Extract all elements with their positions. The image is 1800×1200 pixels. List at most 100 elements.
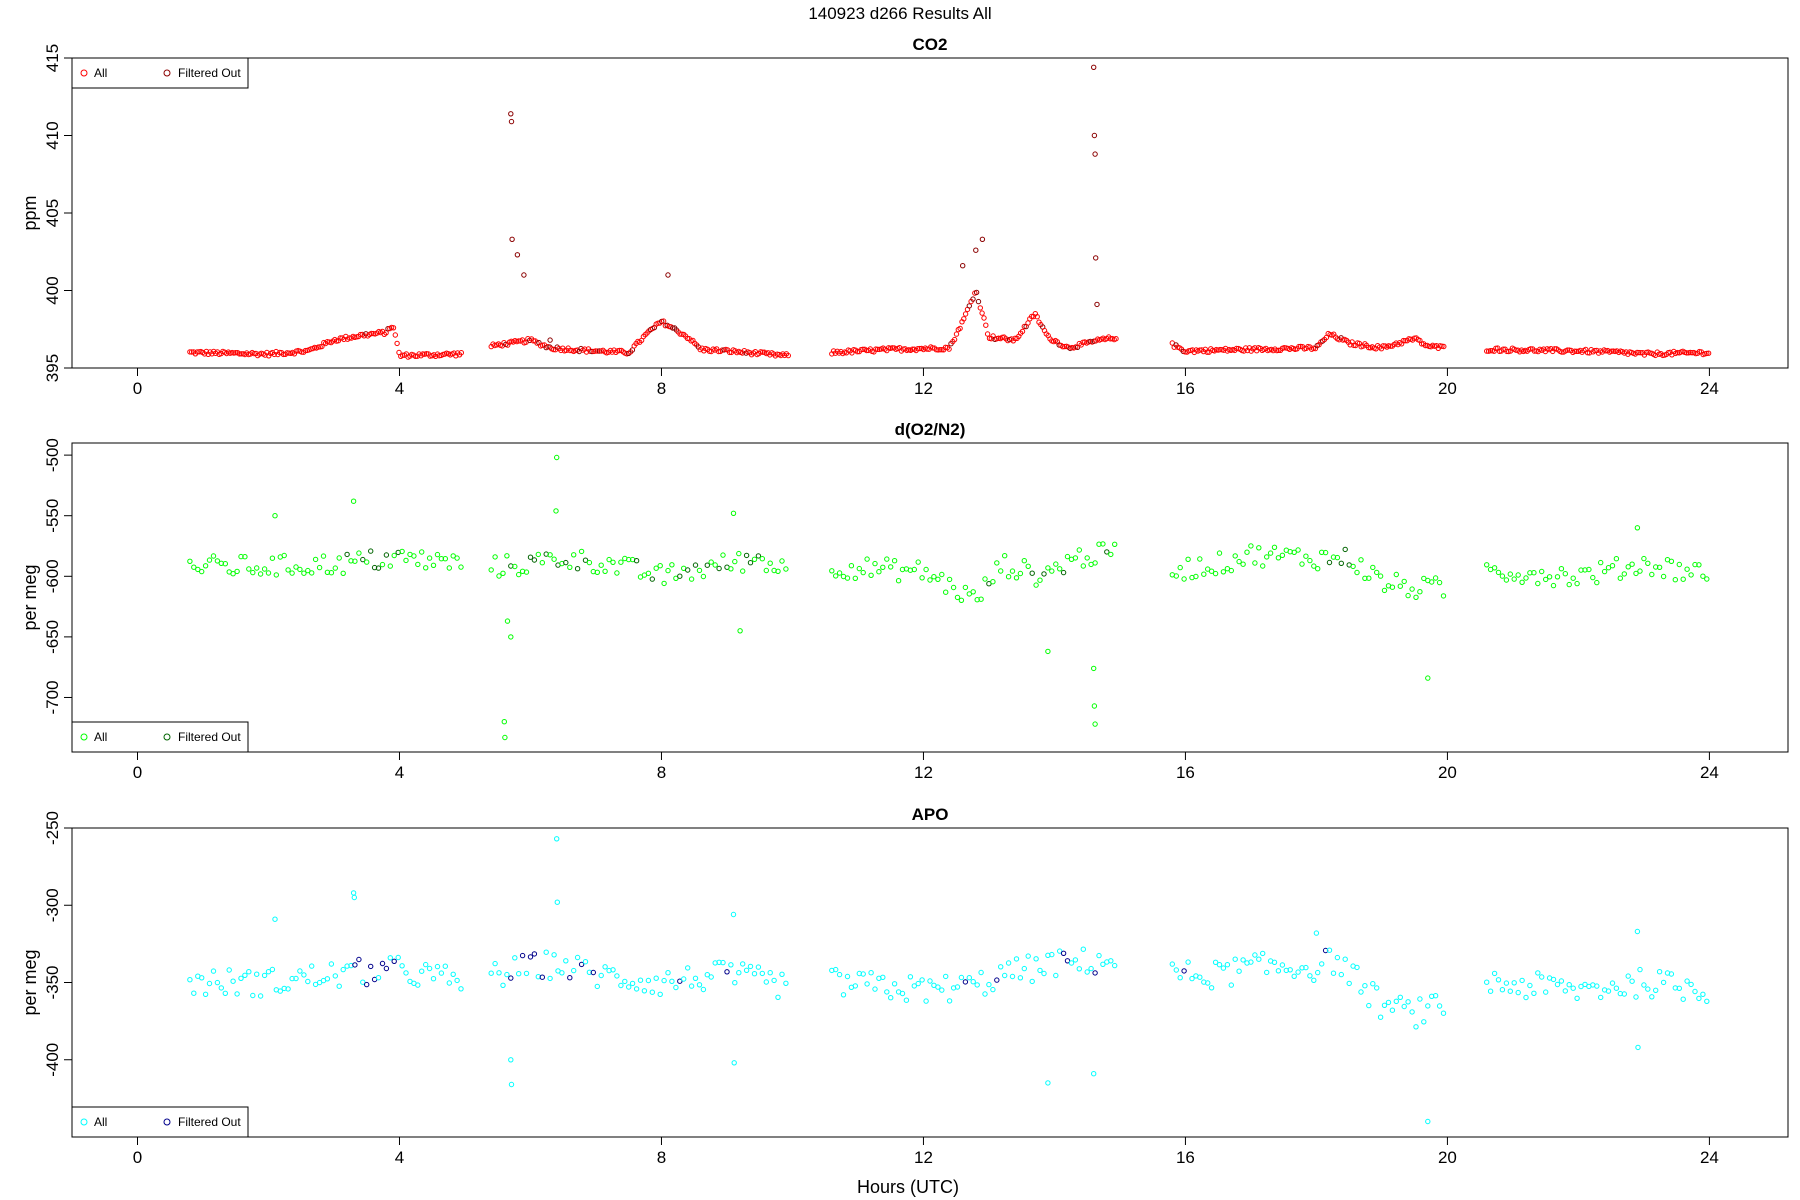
point-all xyxy=(458,986,464,992)
point-all xyxy=(1072,555,1079,561)
y-tick-label: 405 xyxy=(43,199,62,227)
point-filtered-out xyxy=(704,562,710,568)
point-all xyxy=(1009,568,1016,574)
point-all xyxy=(230,978,236,984)
point-all xyxy=(1554,574,1561,580)
point-all xyxy=(696,982,703,988)
point-all xyxy=(523,569,530,575)
point-all xyxy=(199,975,205,981)
point-all xyxy=(403,557,409,564)
point-all xyxy=(1649,571,1655,578)
point-all xyxy=(1072,957,1079,963)
point-all xyxy=(1527,982,1533,989)
point-all xyxy=(516,571,522,578)
point-all xyxy=(946,998,953,1004)
point-all xyxy=(868,970,874,976)
point-all xyxy=(550,346,557,353)
point-filtered-out xyxy=(973,289,980,296)
point-all xyxy=(1572,348,1578,354)
legend-marker-all xyxy=(80,69,88,77)
point-all xyxy=(759,970,765,977)
point-outlier xyxy=(554,899,560,905)
point-all xyxy=(1487,988,1494,994)
point-all xyxy=(907,974,914,980)
point-all xyxy=(1629,978,1635,984)
point-all xyxy=(1519,977,1525,984)
point-all xyxy=(594,983,600,990)
point-all xyxy=(1025,563,1031,569)
point-all xyxy=(277,988,283,994)
point-all xyxy=(1296,343,1302,350)
point-outlier xyxy=(521,272,527,278)
point-all xyxy=(1002,972,1008,979)
point-all xyxy=(1573,348,1580,354)
point-all xyxy=(1432,993,1439,999)
point-all xyxy=(547,552,553,558)
point-all xyxy=(1633,570,1639,577)
point-all xyxy=(336,983,342,989)
point-all xyxy=(504,553,510,559)
point-all xyxy=(567,564,573,570)
point-outlier xyxy=(508,118,515,125)
point-all xyxy=(743,967,750,973)
point-all xyxy=(242,972,248,978)
point-all xyxy=(512,955,518,961)
point-all xyxy=(1504,348,1510,355)
point-all xyxy=(688,576,695,582)
point-all xyxy=(1096,952,1102,959)
point-all xyxy=(1041,970,1047,977)
point-all xyxy=(1334,554,1341,561)
point-all xyxy=(951,336,958,343)
point-all xyxy=(257,993,264,999)
point-outlier xyxy=(1094,301,1100,308)
point-all xyxy=(864,556,870,562)
point-filtered-out xyxy=(1342,546,1348,553)
point-all xyxy=(982,991,988,997)
point-all xyxy=(1511,576,1517,582)
point-all xyxy=(234,991,240,997)
point-all xyxy=(222,990,229,996)
panel-title: CO2 xyxy=(913,35,948,54)
point-all xyxy=(852,983,858,989)
point-all xyxy=(751,971,758,977)
point-all xyxy=(899,990,906,997)
point-all xyxy=(962,311,969,317)
point-outlier xyxy=(960,263,966,269)
point-all xyxy=(1688,981,1694,988)
point-all xyxy=(978,969,984,976)
point-all xyxy=(836,971,843,978)
point-all xyxy=(1550,582,1557,589)
point-all xyxy=(998,964,1004,970)
point-all xyxy=(1578,983,1584,990)
point-all xyxy=(1393,998,1400,1004)
point-all xyxy=(1060,344,1066,350)
point-filtered-out xyxy=(344,551,350,558)
point-all xyxy=(1609,980,1616,986)
point-all xyxy=(191,990,197,996)
point-all xyxy=(1689,350,1695,356)
x-tick-label: 12 xyxy=(914,379,933,398)
point-all xyxy=(895,578,902,584)
point-all xyxy=(661,580,667,587)
point-all xyxy=(214,558,221,564)
x-tick-label: 12 xyxy=(914,1148,933,1167)
point-all xyxy=(884,556,890,562)
point-all xyxy=(1224,962,1231,968)
point-all xyxy=(1389,584,1396,590)
point-all xyxy=(602,964,608,970)
point-all xyxy=(254,971,260,977)
point-all xyxy=(1236,558,1242,565)
point-all xyxy=(1193,573,1199,580)
point-all xyxy=(1108,551,1114,558)
point-outlier xyxy=(272,513,278,519)
point-all xyxy=(1436,579,1443,586)
point-all xyxy=(911,983,917,989)
point-all xyxy=(736,550,742,557)
point-all xyxy=(720,552,726,558)
point-all xyxy=(226,967,232,973)
point-all xyxy=(539,560,545,566)
point-outlier xyxy=(730,510,737,516)
point-outlier xyxy=(1425,1118,1431,1125)
point-all xyxy=(880,564,886,570)
point-all xyxy=(551,556,557,562)
